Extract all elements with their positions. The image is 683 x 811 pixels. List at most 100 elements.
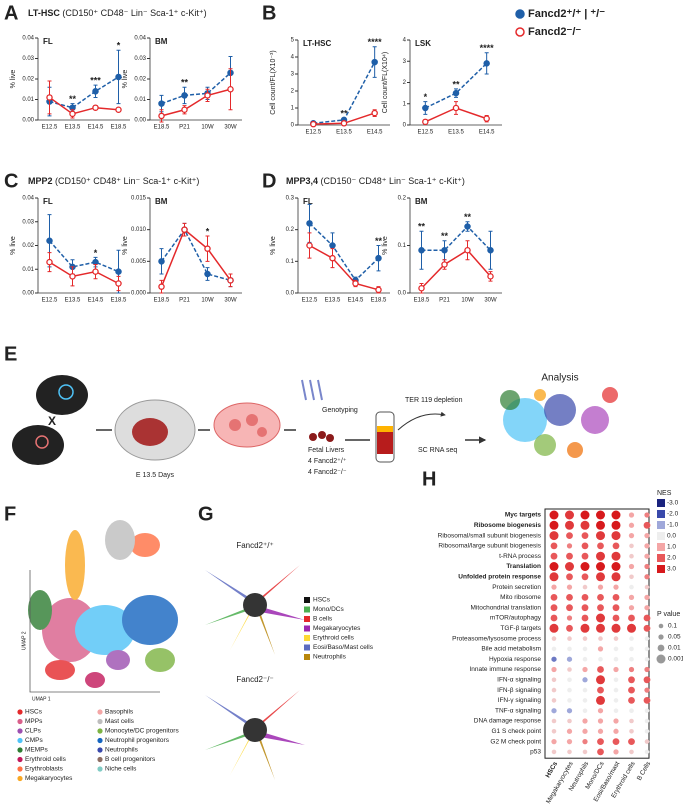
dot [551, 698, 557, 703]
y-axis-label: % live [10, 236, 17, 255]
p-label: 0.01 [668, 645, 681, 652]
diagram-label: Fetal Livers [308, 447, 345, 454]
dot [644, 543, 650, 549]
column-label: B Cells [636, 760, 653, 782]
panel-letter: G [198, 503, 214, 525]
y-tick-label: 0.00 [22, 291, 34, 297]
dot [644, 574, 650, 580]
dot [582, 687, 588, 693]
series-line [161, 72, 231, 105]
y-tick-label: 0.000 [131, 291, 147, 297]
dot [551, 584, 557, 590]
y-axis-label: % live [382, 236, 389, 255]
y-tick-label: 4 [291, 55, 295, 61]
chart-title: LT-HSC [303, 39, 332, 48]
dot [597, 594, 604, 601]
dot [629, 749, 634, 755]
dot [597, 584, 604, 590]
dot [644, 749, 650, 755]
y-tick-label: 0.01 [22, 267, 34, 273]
dot [549, 520, 559, 530]
dot [613, 584, 619, 590]
legend-marker [304, 635, 310, 641]
data-point [441, 261, 448, 268]
x-tick-label: E12.5 [42, 125, 58, 131]
significance: * [206, 226, 210, 236]
chart-title: BM [155, 37, 168, 46]
row-label: Mito ribosome [500, 594, 541, 601]
dot [643, 624, 651, 632]
dot [628, 614, 635, 622]
dot [550, 542, 558, 550]
dot [597, 738, 604, 745]
x-tick-label: E13.5 [65, 125, 81, 131]
g-embedding [205, 565, 305, 780]
panel-letter: D [262, 170, 276, 192]
dot [597, 646, 604, 652]
dot [611, 562, 621, 571]
x-tick-label: E12.5 [417, 130, 433, 136]
x-tick-label: E18.5 [154, 125, 170, 131]
nes-label: 2.0 [667, 555, 676, 562]
x-tick-label: E13.5 [65, 298, 81, 304]
series-line [420, 249, 492, 289]
dot [596, 613, 605, 623]
y-tick-label: 0.04 [134, 36, 146, 42]
y-tick-label: 1 [403, 101, 407, 107]
panel-letter: E [4, 343, 17, 365]
y-tick-label: 3 [403, 59, 407, 65]
legend-label: CLPs [25, 728, 42, 735]
p-swatch [656, 654, 666, 664]
panel-letter: F [4, 503, 16, 525]
dot [566, 584, 573, 590]
legend-title: P value [657, 611, 680, 618]
dot [551, 646, 557, 652]
data-point [115, 73, 122, 81]
dot [582, 584, 588, 590]
y-tick-label: 0.03 [22, 219, 34, 225]
row-label: DNA damage response [474, 718, 542, 725]
series-line [308, 222, 380, 282]
data-point [306, 242, 313, 249]
nes-swatch [657, 565, 665, 573]
significance: **** [480, 43, 495, 53]
data-point [181, 226, 188, 233]
legend-label: Neutrophils [313, 654, 347, 661]
dot [566, 552, 573, 560]
data-point [204, 92, 211, 99]
dot [549, 623, 559, 633]
dot [566, 728, 573, 734]
y-tick-label: 0.2 [398, 196, 407, 202]
dot [628, 686, 635, 694]
dot [643, 521, 651, 529]
legend-label: HSCs [25, 709, 43, 716]
significance: ** [340, 109, 348, 119]
dot [582, 666, 588, 673]
data-point [371, 109, 378, 117]
legend-label: Erythroid cells [25, 756, 67, 763]
legend-marker [17, 756, 23, 763]
data-point [204, 245, 211, 252]
significance: **** [368, 37, 383, 47]
legend-label: Fancd2⁻/⁻ [528, 26, 581, 38]
dot [550, 604, 558, 612]
dot [551, 677, 557, 683]
data-point [115, 106, 122, 114]
g-title: Fancd2⁺/⁺ [236, 541, 273, 550]
data-point [487, 246, 494, 254]
dot [566, 573, 573, 581]
legend-marker [97, 766, 103, 772]
dot [629, 574, 634, 580]
header-main: LT-HSC [28, 8, 60, 18]
dot [611, 510, 621, 520]
dot [551, 656, 557, 662]
diagram-label: SC RNA seq [418, 447, 457, 454]
panel-header: MPP3,4 (CD150⁻ CD48⁺ Lin⁻ Sca-1⁺ c-Kit⁺) [286, 176, 465, 186]
legend-marker [97, 718, 103, 725]
dot [597, 748, 604, 756]
x-tick-label: E13.5 [448, 130, 464, 136]
dot [582, 708, 588, 713]
nes-swatch [657, 554, 665, 562]
dot [596, 695, 605, 705]
y-tick-label: 0.00 [22, 118, 34, 124]
